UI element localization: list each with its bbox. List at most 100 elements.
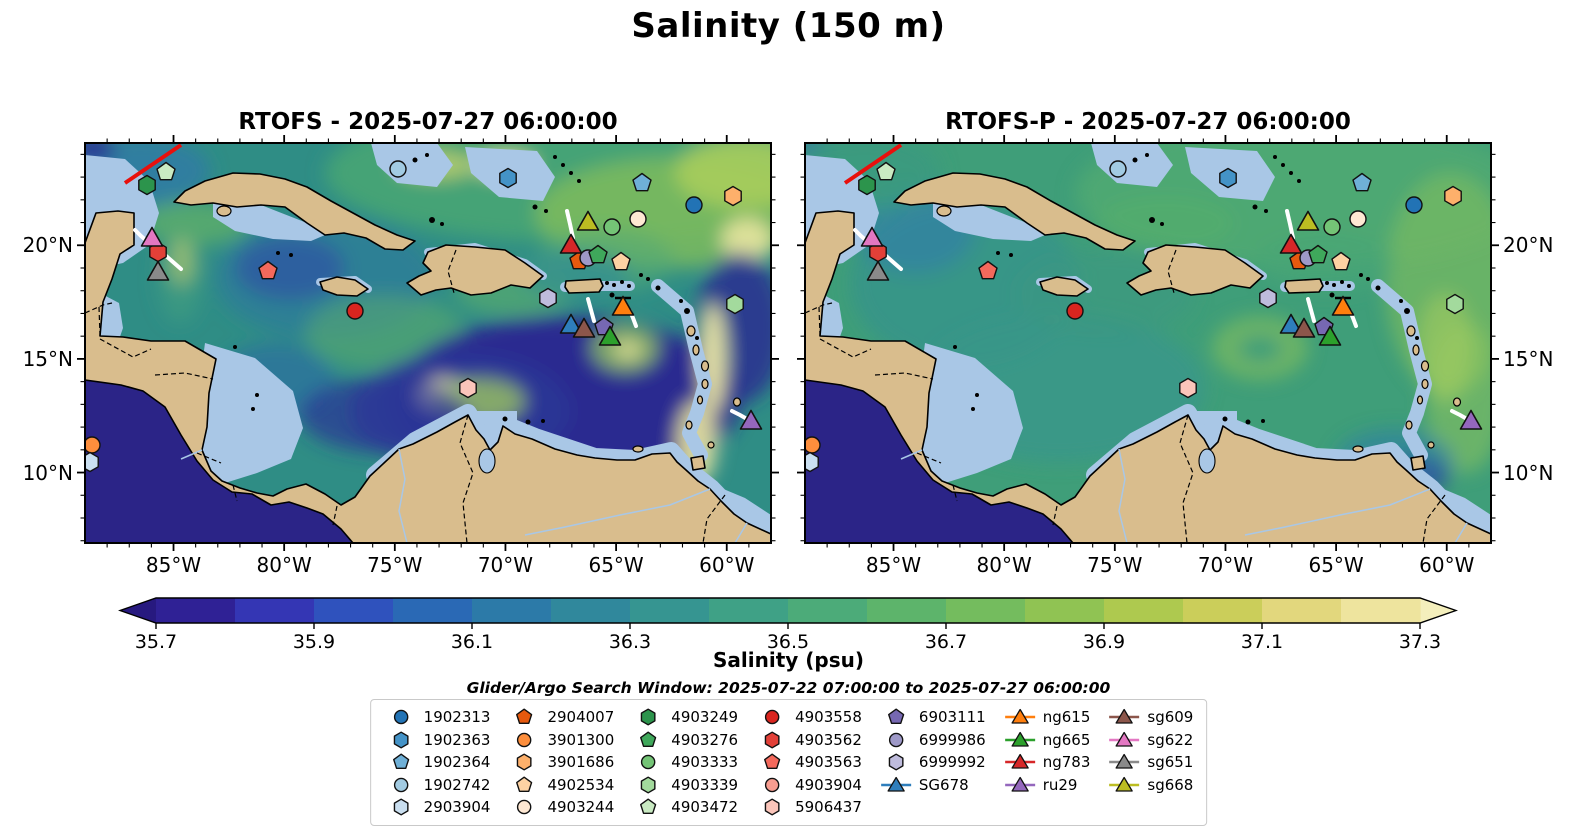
- marker-1902364: [1352, 172, 1372, 192]
- lake-maracaibo: [1198, 448, 1216, 474]
- triangle-line-marker-icon: [1004, 709, 1035, 724]
- island: [700, 360, 710, 372]
- hexagon-marker-icon: [764, 731, 780, 749]
- small-island: [1375, 285, 1381, 291]
- triangle-line-marker-icon: [880, 776, 911, 792]
- hexagon-marker-icon: [393, 798, 409, 816]
- country-border: [98, 306, 101, 337]
- legend-item-4903904: 4903904: [755, 774, 862, 797]
- y-tick-label: 10°N: [22, 460, 73, 485]
- colorbar-segment: [1341, 598, 1421, 623]
- marker-4903244: [1349, 210, 1367, 228]
- small-island: [255, 393, 259, 397]
- small-island: [1340, 280, 1344, 284]
- small-island: [646, 277, 650, 281]
- legend-column: 1902313 1902363 1902364 1902742 2903904: [384, 706, 491, 819]
- land: [1126, 244, 1264, 296]
- lake-maracaibo: [478, 448, 496, 474]
- pentagon-marker-icon: [516, 776, 533, 792]
- small-island: [561, 163, 565, 167]
- island: [707, 441, 715, 449]
- hexagon-marker-icon: [888, 753, 904, 771]
- hexagon-marker-icon: [764, 798, 780, 816]
- marker-SG678: [1279, 313, 1303, 334]
- small-island: [639, 273, 643, 277]
- marker-4903472: [876, 161, 896, 181]
- legend-item-1902364: 1902364: [384, 751, 491, 774]
- marker-5906437: [1179, 377, 1197, 399]
- hexagon-marker-icon: [764, 731, 780, 749]
- triangle-line-marker-icon: [1004, 776, 1035, 792]
- legend-item-4902534: 4902534: [507, 774, 614, 797]
- glider-track-SG678: [1306, 297, 1316, 323]
- colorbar-tick-label: 36.7: [925, 631, 967, 653]
- legend-item-sg651: sg651: [1107, 751, 1193, 774]
- map-svg-rtofs: [77, 135, 779, 551]
- map-frame: [804, 142, 1492, 544]
- marker-sg609: [1292, 317, 1316, 338]
- legend-column: 2904007 3901300 3901686 4902534 4903244: [507, 706, 614, 819]
- x-tick-label: 65°W: [1308, 553, 1364, 577]
- legend-label: sg668: [1147, 775, 1194, 794]
- small-island: [1366, 277, 1370, 281]
- legend-label: 1902364: [423, 753, 491, 772]
- legend-label: 4903562: [795, 730, 862, 749]
- small-island: [1289, 171, 1293, 175]
- legend-item-3901686: 3901686: [507, 751, 614, 774]
- shallow-shelf: [1086, 404, 1491, 542]
- triangle-line-marker-icon: [1109, 709, 1140, 724]
- x-tick-label: 80°W: [256, 553, 312, 577]
- map-frame: [84, 142, 772, 544]
- marker-6999992: [539, 287, 557, 309]
- small-island: [1145, 153, 1149, 157]
- marker-1902363: [499, 167, 517, 189]
- island: [1352, 445, 1364, 453]
- legend-label: 3901300: [547, 730, 615, 749]
- small-island: [996, 251, 1000, 255]
- pentagon-marker-icon: [887, 708, 904, 725]
- colorbar-segment: [393, 598, 473, 623]
- small-island: [1160, 222, 1164, 226]
- x-tick-label: 60°W: [1419, 553, 1475, 577]
- axis-ticks: [77, 135, 779, 551]
- small-island: [1359, 273, 1363, 277]
- legend-item-4903472: 4903472: [631, 796, 738, 819]
- pentagon-marker-icon: [887, 708, 904, 725]
- country-border: [1422, 494, 1446, 543]
- legend-column: ng615 ng665 ng783 ru29: [1003, 706, 1091, 819]
- circle-marker-icon: [641, 754, 656, 770]
- panel-title-rtofs-p: RTOFS-P - 2025-07-27 06:00:00: [945, 109, 1351, 135]
- hexagon-marker-icon: [640, 708, 656, 726]
- legend-label: ng665: [1042, 730, 1091, 749]
- legend-item-4903339: 4903339: [631, 774, 738, 797]
- land: [1284, 278, 1324, 294]
- y-tick-label: 15°N: [1503, 346, 1554, 371]
- legend-item-ng783: ng783: [1003, 751, 1090, 774]
- small-island: [532, 204, 538, 210]
- legend-item-sg609: sg609: [1107, 706, 1193, 729]
- legend-item-ng665: ng665: [1003, 729, 1091, 752]
- legend-label: sg622: [1147, 730, 1194, 749]
- small-island: [1264, 209, 1268, 213]
- small-island: [1132, 157, 1138, 163]
- land: [1039, 276, 1089, 297]
- land: [319, 276, 369, 297]
- river: [524, 488, 711, 536]
- small-island: [412, 157, 418, 163]
- pentagon-marker-icon: [392, 753, 409, 770]
- small-island: [276, 251, 280, 255]
- hexagon-marker-icon: [393, 731, 409, 749]
- circle-marker-icon: [393, 709, 408, 725]
- colorbar-tick-label: 37.3: [1399, 631, 1441, 653]
- glider-track-sg651: [163, 253, 183, 271]
- marker-4903244: [629, 210, 647, 228]
- land: [690, 455, 706, 471]
- glider-track-sg651: [883, 253, 903, 271]
- colorbar-segment: [235, 598, 315, 623]
- marker-3901686: [1444, 185, 1462, 207]
- marker-sg609: [572, 317, 596, 338]
- marker-2903904: [805, 451, 819, 473]
- country-border: [99, 338, 152, 358]
- marker-4903558: [1066, 302, 1084, 320]
- y-tick-label: 20°N: [1503, 233, 1554, 258]
